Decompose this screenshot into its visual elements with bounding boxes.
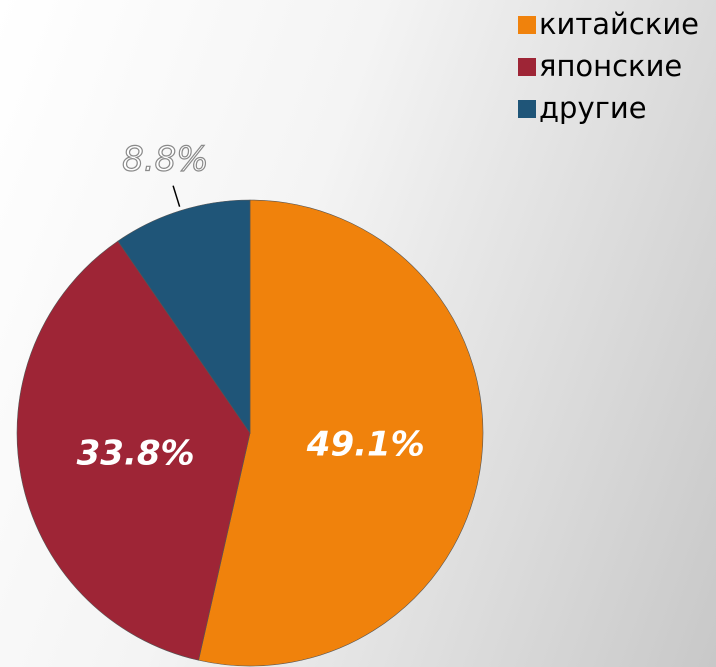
pie-slice	[198, 199, 484, 667]
legend-text: другие	[539, 91, 647, 125]
pie-slice	[117, 199, 251, 434]
slice-label: 8.8%	[122, 139, 208, 179]
leader-line	[172, 185, 181, 207]
legend-swatch	[518, 16, 536, 34]
slice-label: 33.8%	[77, 434, 195, 474]
slice-label: 49.1%	[306, 424, 425, 464]
legend-text: японские	[539, 49, 682, 83]
pie-slice	[16, 240, 251, 661]
legend-swatch	[518, 100, 536, 118]
legend-swatch	[518, 58, 536, 76]
legend-text: китайские	[539, 7, 699, 41]
